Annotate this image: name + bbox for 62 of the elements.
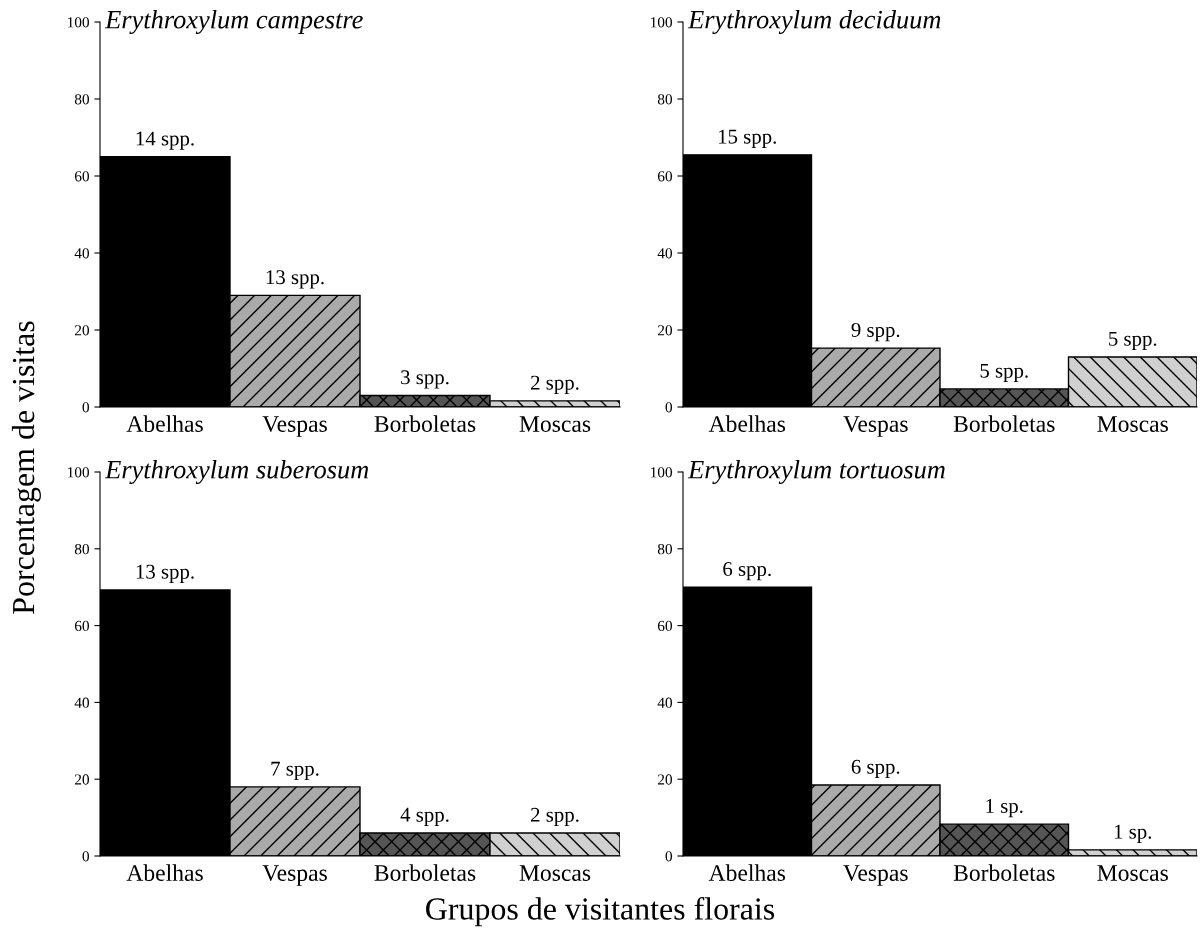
x-tick-label: Moscas <box>1097 416 1168 432</box>
annotation: 2 spp. <box>531 807 579 827</box>
y-tick-label: 80 <box>74 94 89 105</box>
y-tick-label: 40 <box>657 697 672 708</box>
chart-title: Erythroxylum deciduum <box>687 10 941 34</box>
y-tick-label: 60 <box>74 171 89 182</box>
y-tick-label: 0 <box>82 402 89 413</box>
y-tick-label: 20 <box>657 325 672 336</box>
y-tick-label: 100 <box>651 17 672 28</box>
x-tick-label: Borboletas <box>953 415 1055 432</box>
x-tick-label: Moscas <box>519 865 591 881</box>
chart-title: Erythroxylum campestre <box>104 10 363 34</box>
y-tick-label: 20 <box>657 774 672 785</box>
x-tick-label: Vespas <box>262 416 327 437</box>
annotation: 13 spp. <box>266 270 324 289</box>
annotation: 6 spp. <box>851 759 900 779</box>
y-tick-label: 40 <box>74 248 89 259</box>
annotation: 6 spp. <box>723 562 771 581</box>
y-tick-label: 100 <box>68 17 89 28</box>
x-tick-label: Borboletas <box>374 415 476 432</box>
chart-title: Erythroxylum tortuosum <box>687 460 945 484</box>
y-tick-label: 100 <box>68 467 89 478</box>
x-axis-title: Grupos de visitantes florais <box>426 896 775 927</box>
y-tick-label: 60 <box>74 620 89 632</box>
x-tick-label: Vespas <box>843 865 908 886</box>
x-tick-label: Vespas <box>843 416 908 437</box>
annotation: 1 sp. <box>986 798 1023 818</box>
annotation: 15 spp. <box>718 129 776 148</box>
y-tick-label: 0 <box>665 851 672 862</box>
annotation: 2 spp. <box>531 375 579 394</box>
y-tick-label: 0 <box>82 851 89 862</box>
annotation: 9 spp. <box>851 322 900 342</box>
y-tick-label: 40 <box>657 248 672 259</box>
y-tick-label: 60 <box>657 620 672 632</box>
y-tick-label: 80 <box>657 94 672 105</box>
y-tick-label: 60 <box>657 171 672 182</box>
y-tick-label: 0 <box>665 402 672 413</box>
y-tick-label: 80 <box>657 543 672 555</box>
x-tick-label: Borboletas <box>953 864 1055 881</box>
annotation: 7 spp. <box>271 761 319 780</box>
x-tick-label: Vespas <box>262 865 327 886</box>
x-tick-label: Moscas <box>1097 865 1168 881</box>
x-tick-label: Moscas <box>519 416 591 432</box>
x-tick-label: Abelhas <box>126 864 203 881</box>
annotation: 13 spp. <box>136 564 194 583</box>
annotation: 4 spp. <box>400 807 449 827</box>
y-axis-title: Porcentagem de visitas <box>11 321 41 614</box>
y-tick-label: 40 <box>74 697 89 708</box>
annotation: 5 spp. <box>980 363 1028 382</box>
annotation: 1 sp. <box>1114 824 1152 843</box>
annotation: 3 spp. <box>401 370 449 389</box>
y-tick-label: 100 <box>651 467 672 478</box>
chart-title: Erythroxylum suberosum <box>104 460 369 484</box>
x-tick-label: Abelhas <box>708 864 786 881</box>
annotation: 5 spp. <box>1109 331 1157 351</box>
y-tick-label: 80 <box>74 543 89 555</box>
y-tick-label: 20 <box>74 325 89 336</box>
x-tick-label: Abelhas <box>708 415 786 432</box>
x-tick-label: Abelhas <box>126 415 203 432</box>
annotation: 14 spp. <box>136 131 194 150</box>
x-tick-label: Borboletas <box>374 864 476 881</box>
y-tick-label: 20 <box>74 774 89 785</box>
